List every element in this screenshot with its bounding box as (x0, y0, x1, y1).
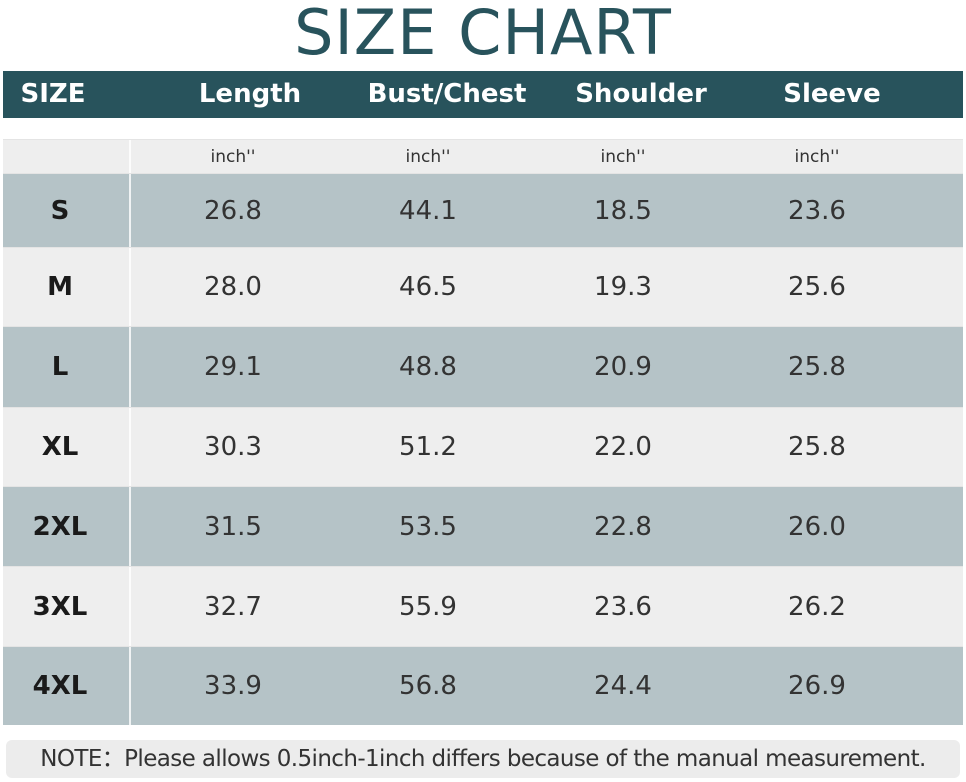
table-row: S 26.8 44.1 18.5 23.6 (3, 173, 963, 247)
size-cell: XL (41, 432, 79, 462)
value-cell: 56.8 (399, 671, 457, 701)
value-cell: 18.5 (594, 195, 652, 226)
value-cell: 29.1 (204, 352, 262, 382)
value-cell: 46.5 (399, 272, 457, 302)
value-cell: 33.9 (204, 671, 262, 701)
header-shoulder: Shoulder (575, 79, 707, 109)
column-divider (129, 567, 131, 646)
size-cell: 4XL (32, 671, 88, 701)
column-divider (129, 487, 131, 566)
value-cell: 25.8 (788, 352, 846, 382)
value-cell: 25.8 (788, 432, 846, 462)
size-cell: 3XL (32, 591, 88, 622)
value-cell: 24.4 (594, 671, 652, 701)
value-cell: 51.2 (399, 432, 457, 462)
table-row: 2XL 31.5 53.5 22.8 26.0 (3, 486, 963, 566)
column-divider (129, 647, 131, 725)
table-row: XL 30.3 51.2 22.0 25.8 (3, 407, 963, 486)
value-cell: 26.9 (788, 671, 846, 701)
header-bust-chest: Bust/Chest (367, 79, 527, 109)
value-cell: 28.0 (204, 272, 262, 302)
column-divider (129, 327, 131, 407)
value-cell: 26.2 (788, 591, 846, 622)
value-cell: 26.0 (788, 511, 846, 542)
column-divider (129, 408, 131, 486)
unit-cell: inch'' (405, 146, 451, 167)
value-cell: 20.9 (594, 352, 652, 382)
column-divider (129, 248, 131, 326)
value-cell: 23.6 (788, 195, 846, 226)
size-cell: M (47, 272, 73, 302)
table-row: M 28.0 46.5 19.3 25.6 (3, 247, 963, 326)
column-divider (129, 174, 131, 247)
value-cell: 44.1 (399, 195, 457, 226)
header-size: SIZE (20, 79, 86, 109)
table-row: L 29.1 48.8 20.9 25.8 (3, 326, 963, 407)
value-cell: 30.3 (204, 432, 262, 462)
value-cell: 48.8 (399, 352, 457, 382)
value-cell: 25.6 (788, 272, 846, 302)
value-cell: 19.3 (594, 272, 652, 302)
unit-cell: inch'' (210, 146, 256, 167)
size-cell: 2XL (32, 511, 88, 542)
unit-cell: inch'' (794, 146, 840, 167)
table-row: 4XL 33.9 56.8 24.4 26.9 (3, 646, 963, 725)
table-header: SIZE Length Bust/Chest Shoulder Sleeve (3, 71, 963, 118)
value-cell: 22.8 (594, 511, 652, 542)
unit-row: inch'' inch'' inch'' inch'' (3, 139, 963, 173)
size-cell: L (51, 352, 69, 382)
measurement-note: NOTE：Please allows 0.5inch-1inch differs… (6, 740, 960, 778)
page-title: SIZE CHART (294, 0, 672, 69)
size-cell: S (50, 195, 70, 226)
value-cell: 26.8 (204, 195, 262, 226)
unit-cell: inch'' (600, 146, 646, 167)
column-divider (129, 140, 131, 173)
header-length: Length (198, 79, 302, 109)
value-cell: 31.5 (204, 511, 262, 542)
value-cell: 55.9 (399, 591, 457, 622)
table-row: 3XL 32.7 55.9 23.6 26.2 (3, 566, 963, 646)
value-cell: 53.5 (399, 511, 457, 542)
value-cell: 32.7 (204, 591, 262, 622)
value-cell: 22.0 (594, 432, 652, 462)
header-sleeve: Sleeve (783, 79, 881, 109)
size-table: inch'' inch'' inch'' inch'' S 26.8 44.1 18.5 23.… (3, 139, 963, 725)
value-cell: 23.6 (594, 591, 652, 622)
